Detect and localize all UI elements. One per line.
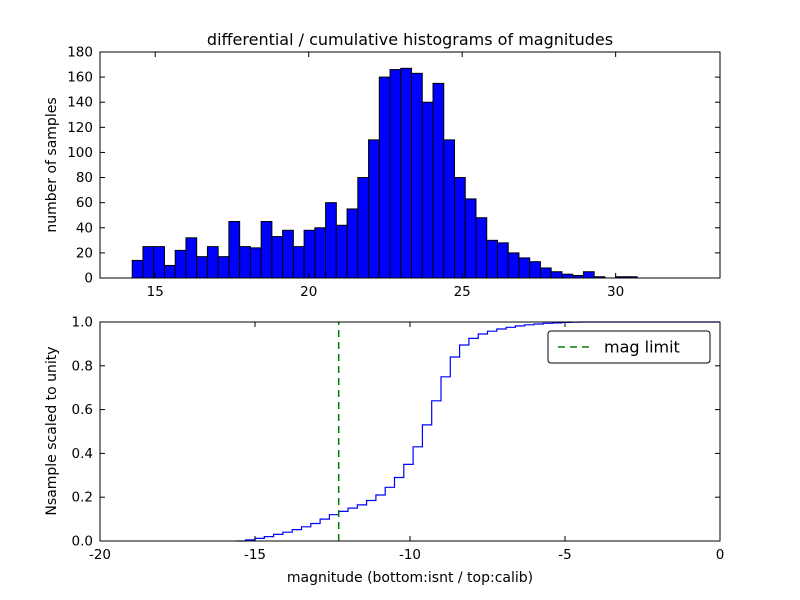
bottom-y-axis-label: Nsample scaled to unity bbox=[44, 346, 60, 515]
y-tick-label: 160 bbox=[67, 70, 93, 86]
legend-label: mag limit bbox=[604, 338, 680, 357]
top-y-axis-label: number of samples bbox=[44, 97, 60, 232]
y-tick-label: 180 bbox=[67, 45, 93, 61]
x-tick-label: 0 bbox=[716, 547, 725, 563]
tick-marks bbox=[100, 51, 720, 279]
y-tick-label: 140 bbox=[67, 95, 93, 111]
y-tick-label: 0.2 bbox=[72, 490, 93, 506]
y-tick-label: 80 bbox=[76, 170, 93, 186]
cumulative-histogram-subplot: -20 -15 -10 -5 0 0.0 0.2 0.4 0.6 0.8 1.0 mag limit bbox=[72, 315, 725, 564]
legend-box bbox=[547, 330, 711, 364]
figure-title: differential / cumulative histograms of … bbox=[207, 30, 613, 49]
x-tick-label: 20 bbox=[300, 284, 317, 300]
legend: mag limit bbox=[547, 330, 711, 364]
y-tick-label: 0.0 bbox=[72, 534, 93, 550]
histogram-bars bbox=[131, 67, 638, 279]
x-tick-label: -10 bbox=[399, 547, 421, 563]
y-tick-label: 100 bbox=[67, 145, 93, 161]
y-tick-label: 0.8 bbox=[72, 358, 93, 374]
x-tick-label: 30 bbox=[607, 284, 624, 300]
y-tick-label: 120 bbox=[67, 120, 93, 136]
tick-labels: -20 -15 -10 -5 0 0.0 0.2 0.4 0.6 0.8 1.0 bbox=[72, 315, 725, 564]
tick-marks bbox=[99, 321, 721, 542]
cumulative-step-line bbox=[236, 321, 720, 542]
y-tick-label: 0.6 bbox=[72, 402, 93, 418]
y-tick-label: 0.4 bbox=[72, 446, 93, 462]
tick-labels: 15 20 25 30 0 20 40 60 80 100 120 140 160 180 bbox=[67, 45, 624, 301]
axes-frame bbox=[99, 51, 721, 279]
x-tick-label: 25 bbox=[454, 284, 471, 300]
y-tick-label: 0 bbox=[84, 271, 93, 287]
y-tick-label: 40 bbox=[76, 220, 93, 236]
x-tick-label: -5 bbox=[558, 547, 571, 563]
y-tick-label: 60 bbox=[76, 195, 93, 211]
y-tick-label: 20 bbox=[76, 245, 93, 261]
x-axis-label: magnitude (bottom:isnt / top:calib) bbox=[287, 570, 533, 586]
y-tick-label: 1.0 bbox=[72, 315, 93, 331]
x-tick-label: 15 bbox=[147, 284, 164, 300]
x-tick-label: -15 bbox=[244, 547, 266, 563]
x-tick-label: -20 bbox=[89, 547, 111, 563]
differential-histogram-subplot: 15 20 25 30 0 20 40 60 80 100 120 140 160 180 bbox=[67, 45, 721, 301]
